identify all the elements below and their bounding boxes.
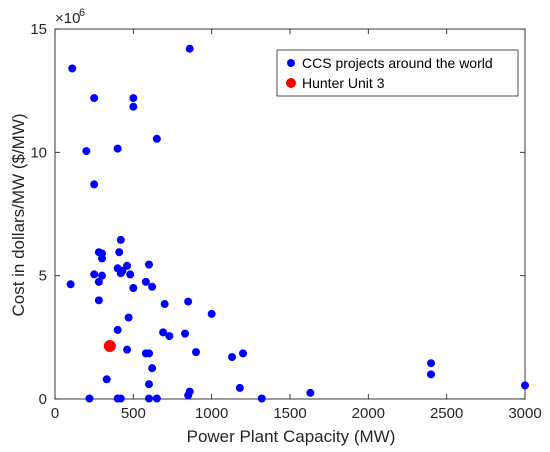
ccs-project-point [145,260,153,269]
legend-box [276,49,519,97]
ccs-project-point [152,394,161,403]
ccs-project-point [427,359,435,368]
ccs-project-point [160,300,169,309]
ccs-project-point [148,282,157,291]
legend-entry-ccs: CCS projects around the world [302,55,493,71]
y-tick-label: 0 [39,391,47,408]
x-tick-label: 1000 [195,405,228,422]
y-multiplier-base: ×10 [55,10,80,27]
x-tick-label: 500 [121,405,146,422]
ccs-project-point [66,280,75,289]
legend: CCS projects around the world Hunter Uni… [276,49,519,97]
ccs-project-point [159,328,168,337]
ccs-project-point [239,349,247,358]
x-tick-label: 1500 [273,405,306,422]
ccs-project-point [113,144,122,153]
y-multiplier-exponent: 6 [79,7,85,19]
ccs-project-point [98,254,106,263]
ccs-project-point [257,394,266,403]
ccs-project-point [192,348,200,357]
x-tick-label: 2500 [430,405,463,422]
ccs-project-point [145,349,153,358]
ccs-project-point [116,235,125,244]
x-axis-label: Power Plant Capacity (MW) [187,427,396,446]
ccs-project-point [207,309,216,318]
legend-marker-ccs [287,59,295,67]
ccs-project-point [116,394,125,403]
legend-entry-hunter: Hunter Unit 3 [302,75,385,91]
ccs-project-point [185,44,194,53]
ccs-project-point [228,353,237,362]
ccs-project-point [94,296,103,305]
ccs-project-point [129,284,138,292]
ccs-project-point [184,297,193,306]
ccs-project-point [102,375,111,384]
hunter-unit-3-point [103,339,116,352]
ccs-project-point [152,134,161,143]
ccs-project-point [521,381,529,390]
ccs-project-point [123,345,132,354]
x-axis-ticks: 0 500 1000 1500 2000 2500 3000 [51,29,542,422]
ccs-project-point [427,370,435,379]
y-tick-label: 5 [39,268,47,285]
legend-marker-hunter [286,78,296,88]
y-tick-label: 15 [30,21,47,38]
ccs-project-point [90,94,99,103]
ccs-project-point [118,266,127,275]
ccs-project-point [145,394,153,403]
ccs-project-point [94,277,103,286]
y-axis-multiplier: ×10 6 [55,7,85,27]
ccs-project-point [124,313,133,322]
ccs-project-point [165,332,174,341]
ccs-project-point [90,270,99,279]
ccs-project-point [90,180,99,189]
ccs-project-point [126,270,135,279]
ccs-project-point [129,102,138,111]
ccs-project-point [306,388,315,397]
ccs-project-point [113,325,122,334]
ccs-project-point [115,248,124,257]
ccs-project-point [184,391,193,400]
ccs-project-point [141,277,150,286]
ccs-project-point [82,147,91,156]
data-points [66,44,529,403]
y-axis-label: Cost in dollars/MW ($/MW) [9,113,28,316]
x-tick-label: 3000 [508,405,541,422]
y-tick-label: 10 [30,144,47,161]
ccs-project-point [98,271,106,280]
y-axis-ticks: 0 5 10 15 [30,21,525,408]
ccs-project-point [85,394,94,403]
x-tick-label: 0 [51,405,59,422]
ccs-project-point [181,329,190,338]
x-tick-label: 2000 [352,405,385,422]
ccs-project-point [148,364,157,373]
ccs-project-point [129,94,138,103]
ccs-project-point [145,380,153,389]
ccs-project-point [235,383,244,392]
ccs-project-point [68,64,77,73]
